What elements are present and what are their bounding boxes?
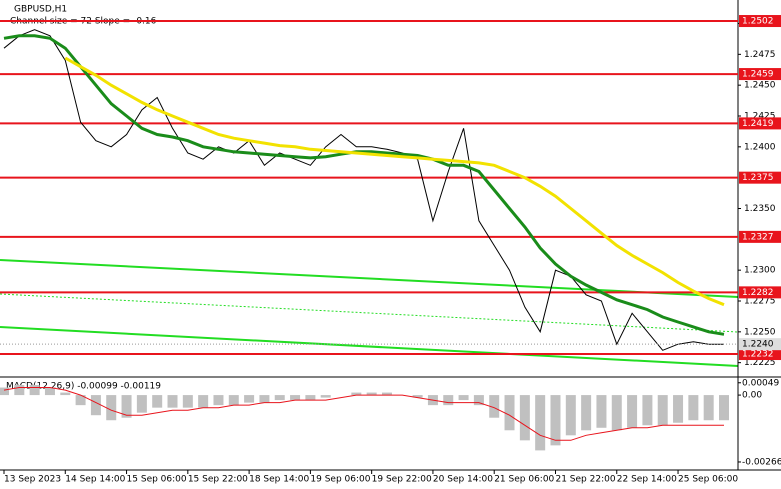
y-tick-label: 1.2225 [744,358,776,368]
level-label: 1.2232 [742,350,774,360]
x-tick-label: 21 Sep 22:00 [555,475,615,485]
y-tick-label: 1.2275 [744,297,776,307]
macd-bar [366,392,377,396]
level-label-bg [739,286,781,299]
y-tick-label: 1.2400 [744,142,776,152]
macd-bar [75,395,86,406]
macd-bar [535,395,546,451]
macd-bar [152,395,163,408]
macd-bar [443,395,454,406]
macd-bar [44,387,55,396]
macd-bar [381,392,392,396]
x-tick-label: 13 Sep 2023 [4,475,61,485]
x-tick-label: 14 Sep 14:00 [65,475,125,485]
series-line [3,34,725,336]
macd-bar [29,385,40,396]
macd-tick-label: -0.00266 [742,457,781,467]
macd-bar [228,395,239,406]
x-tick-label: 21 Sep 06:00 [494,475,554,485]
macd-bar [320,395,331,398]
level-label: 1.2459 [742,70,774,80]
y-tick-label: 1.2300 [744,266,776,276]
level-label: 1.2375 [742,173,774,183]
channel [0,259,739,367]
x-tick-label: 19 Sep 06:00 [310,475,370,485]
macd-bar [550,395,561,446]
macd-label: MACD(12,26,9) -0.00099 -0.00119 [6,382,161,392]
level-label-bg [739,15,781,28]
macd-bar [274,395,285,401]
macd-bar [182,395,193,408]
macd-tick-label: 0.00049 [742,378,779,388]
macd-bar [519,395,530,441]
current-price-label: 1.2240 [742,340,774,350]
channel-bottom [0,326,739,367]
macd-bar [213,395,224,406]
channel-mid [0,293,739,333]
channel-top [0,259,739,298]
macd-bar [60,392,71,396]
x-tick-label: 22 Sep 14:00 [617,475,677,485]
y-tick-label: 1.2450 [744,81,776,91]
level-label-bg [739,68,781,81]
macd-bar [627,395,638,428]
macd-bar [473,395,484,406]
x-tick-label: 20 Sep 14:00 [433,475,493,485]
macd-bar [611,395,622,431]
y-tick-label: 1.2425 [744,112,776,122]
level-label: 1.2282 [742,288,774,298]
x-tick-label: 18 Sep 14:00 [249,475,309,485]
macd-bar [642,395,653,426]
macd-bar [106,395,117,421]
macd-bar [719,395,729,421]
level-label-bg [739,230,781,243]
macd-bar [596,395,607,428]
chart-title: GBPUSD,H1 [14,5,67,15]
macd-bar [581,395,592,431]
series-line [3,387,724,441]
y-tick-label: 1.2475 [744,50,776,60]
macd-bar [14,385,25,396]
level-label: 1.2502 [742,17,774,27]
level-label: 1.2419 [742,119,774,129]
macd-bar [136,395,147,413]
macd-bar [305,395,316,401]
macd-bar [198,395,209,408]
y-tick-label: 1.2350 [744,204,776,214]
macd-bar [458,395,469,401]
y-tick-label: 1.2250 [744,327,776,337]
macd-bar [259,395,270,403]
level-label-bg [739,348,781,361]
x-tick-label: 15 Sep 06:00 [127,475,187,485]
current-price-bg [739,338,781,351]
macd-bar [504,395,515,431]
macd-bar [565,395,576,436]
macd-bar [351,392,362,396]
macd-bar [688,395,699,421]
x-tick-label: 15 Sep 22:00 [188,475,248,485]
macd-bar [703,395,714,421]
macd-bar [244,395,255,403]
macd-bar [673,395,684,423]
macd-bar [290,395,301,401]
macd-bar [167,395,178,408]
series-line [64,56,725,307]
macd-bar [90,395,101,416]
macd-bar [657,395,668,426]
level-label: 1.2327 [742,232,774,242]
level-label-bg [739,117,781,130]
macd-bar [412,395,423,398]
macd-bar [121,395,132,418]
level-label-bg [739,171,781,184]
series-line [3,29,724,351]
x-tick-label: 19 Sep 22:00 [372,475,432,485]
macd-bar [489,395,500,418]
x-tick-label: 25 Sep 06:00 [678,475,738,485]
macd-tick-label: 0.00 [742,391,762,401]
macd-bar [0,387,9,396]
